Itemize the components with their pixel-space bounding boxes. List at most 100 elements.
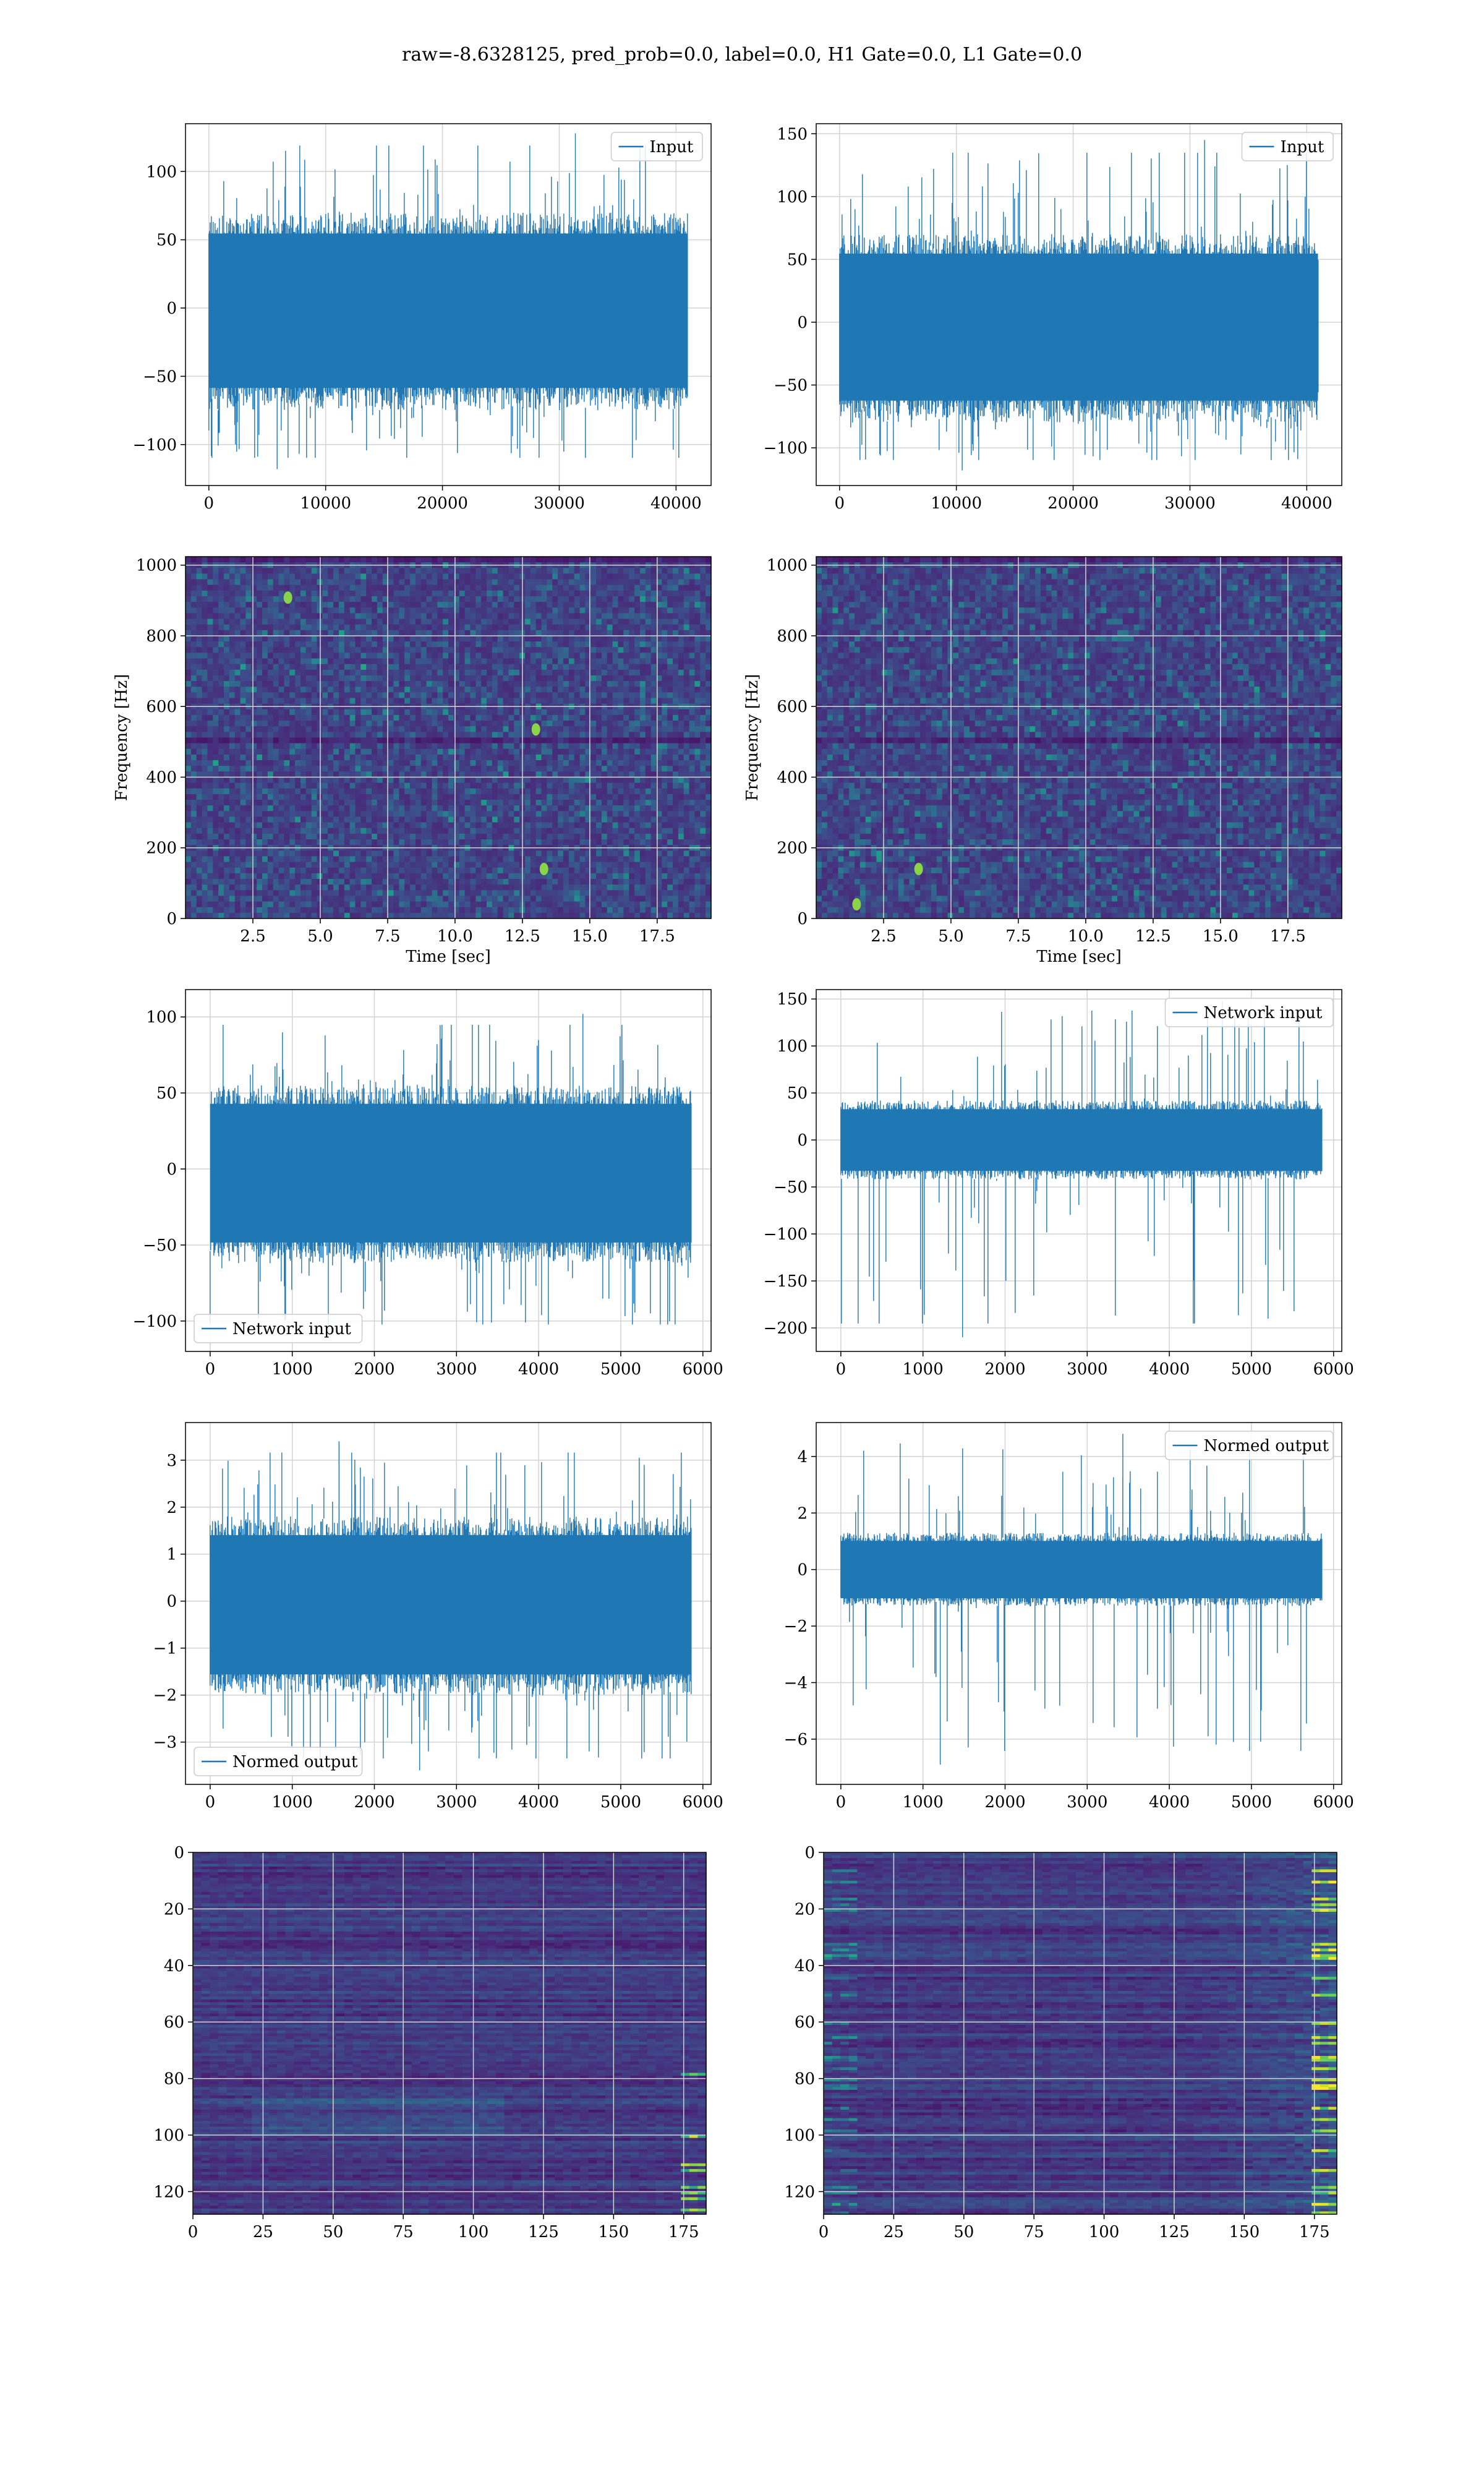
spectrogram-hotspot [532,723,540,735]
x-tick-label: 7.5 [1005,927,1031,946]
y-tick-label: 2 [797,1504,808,1523]
series-core [840,254,1318,401]
x-tick-label: 2000 [354,1360,394,1379]
x-tick-label: 150 [599,2223,629,2241]
x-tick-label: 40000 [1281,494,1333,513]
x-tick-label: 6000 [683,1360,723,1379]
y-tick-label: 100 [784,2126,815,2145]
y-tick-label: 60 [164,2013,184,2032]
x-tick-label: 30000 [534,494,585,513]
x-tick-label: 20000 [417,494,468,513]
y-tick-label: 100 [777,188,808,207]
y-tick-label: 0 [166,1160,177,1179]
x-tick-label: 6000 [683,1793,723,1812]
y-tick-label: 50 [787,250,808,269]
y-tick-label: −50 [774,1178,808,1197]
y-tick-label: 60 [795,2013,815,2032]
x-tick-label: 175 [668,2223,699,2241]
spectrogram-hotspot [915,863,923,875]
x-axis-label: Time [sec] [1036,948,1122,966]
legend-label: Network input [1204,1004,1323,1022]
x-tick-label: 10.0 [437,927,473,946]
x-tick-label: 25 [884,2223,904,2241]
y-tick-label: 100 [146,1008,177,1027]
x-tick-label: 4000 [1149,1793,1190,1812]
x-tick-label: 6000 [1313,1793,1354,1812]
x-tick-label: 0 [204,494,215,513]
x-tick-label: 25 [253,2223,273,2241]
y-tick-label: 100 [146,163,177,181]
y-tick-label: 120 [784,2183,815,2201]
legend: Network input [1166,998,1334,1027]
chart-spec-left: 2.5 5.0 7.5 10.0 12.5 15.0 17.5020040060080010… [113,557,712,966]
x-tick-label: 6000 [1313,1360,1354,1379]
legend: Normed output [1166,1431,1334,1460]
x-tick-label: 4000 [518,1360,559,1379]
x-tick-label: 0 [836,1360,846,1379]
y-tick-label: 4 [797,1448,808,1466]
y-tick-label: −1 [153,1640,177,1658]
x-tick-label: 150 [1229,2223,1260,2241]
y-axis-label: Frequency [Hz] [743,674,762,802]
y-tick-label: 40 [164,1957,184,1975]
legend-label: Input [1281,138,1324,156]
y-tick-label: −6 [784,1731,808,1749]
x-axis-label: Time [sec] [406,948,491,966]
y-tick-label: 0 [166,1593,177,1611]
y-tick-label: 120 [153,2183,184,2201]
x-tick-label: 12.5 [505,927,540,946]
x-tick-label: 0 [836,1793,846,1812]
x-tick-label: 5000 [600,1360,641,1379]
y-tick-label: 80 [164,2070,184,2089]
y-tick-label: 150 [777,990,808,1009]
x-tick-label: 3000 [436,1360,477,1379]
x-tick-label: 1000 [272,1360,313,1379]
chart-input-right: 0 10000 20000 30000 40000−100−50050100150Inp… [764,124,1342,513]
heatmap-cells [816,557,1342,919]
y-tick-label: 80 [795,2070,815,2089]
x-tick-label: 7.5 [375,927,400,946]
x-tick-label: 0 [205,1360,216,1379]
x-tick-label: 0 [819,2223,829,2241]
x-tick-label: 4000 [1149,1360,1190,1379]
y-tick-label: 0 [174,1844,184,1862]
y-tick-label: −2 [153,1687,177,1705]
chart-network-right: 0 1000 2000 3000 4000 5000 6000−200−150−100−50… [764,990,1354,1379]
x-tick-label: 30000 [1164,494,1216,513]
x-tick-label: 1000 [903,1793,944,1812]
y-tick-label: 200 [146,839,177,858]
y-tick-label: 100 [777,1037,808,1056]
x-tick-label: 5.0 [307,927,333,946]
x-tick-label: 2000 [984,1360,1025,1379]
x-tick-label: 20000 [1047,494,1099,513]
y-tick-label: 800 [146,627,177,646]
series-core [210,1535,691,1674]
y-tick-label: 600 [146,698,177,716]
x-tick-label: 0 [188,2223,198,2241]
y-tick-label: 2 [166,1499,177,1517]
series-trace [841,1434,1322,1765]
x-tick-label: 175 [1299,2223,1330,2241]
legend: Input [1242,132,1334,161]
y-tick-label: −150 [764,1272,808,1291]
x-tick-label: 2.5 [871,927,896,946]
x-tick-label: 125 [1159,2223,1190,2241]
y-tick-label: 0 [797,910,808,928]
legend-label: Normed output [1204,1437,1329,1455]
x-tick-label: 4000 [518,1793,559,1812]
series-core [209,233,688,388]
x-tick-label: 5000 [600,1793,641,1812]
y-tick-label: 0 [797,314,808,332]
y-tick-label: 0 [804,1844,815,1862]
x-tick-label: 5000 [1231,1360,1272,1379]
y-tick-label: −100 [133,436,177,455]
x-tick-label: 12.5 [1135,927,1171,946]
x-tick-label: 2000 [984,1793,1025,1812]
y-tick-label: 20 [795,1900,815,1919]
x-tick-label: 125 [528,2223,559,2241]
y-tick-label: 0 [797,1131,808,1150]
